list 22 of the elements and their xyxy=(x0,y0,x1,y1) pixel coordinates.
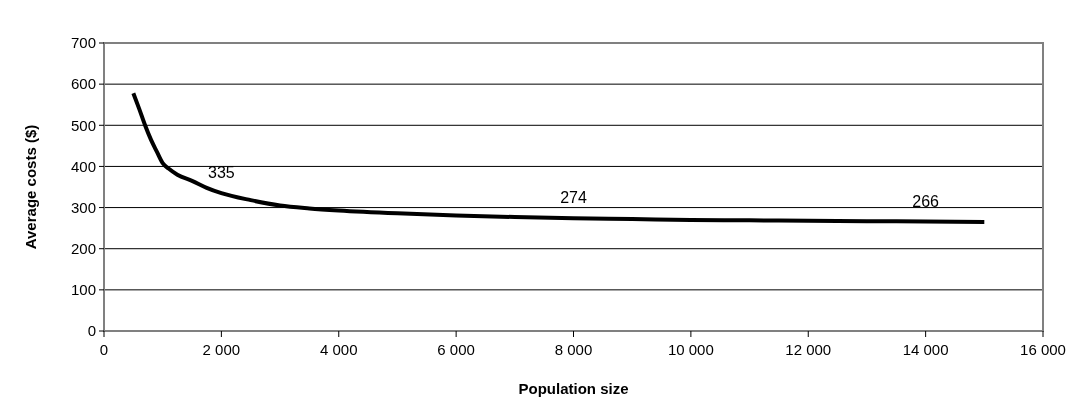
x-tick-label: 2 000 xyxy=(202,341,241,358)
x-tick-label: 4 000 xyxy=(319,341,358,358)
x-tick-label: 10 000 xyxy=(667,341,714,358)
x-tick-label: 8 000 xyxy=(554,341,593,358)
y-tick-label: 400 xyxy=(70,157,96,175)
x-tick-label: 16 000 xyxy=(1020,341,1066,358)
y-tick-label: 700 xyxy=(70,34,96,52)
x-axis-title: Population size xyxy=(518,380,629,397)
y-tick-label: 300 xyxy=(70,198,96,216)
y-tick-label: 0 xyxy=(87,322,96,340)
y-tick-label: 100 xyxy=(70,281,96,299)
annotation: 274 xyxy=(560,189,587,207)
annotation: 335 xyxy=(208,164,235,182)
annotation: 266 xyxy=(912,192,940,210)
x-tick-label: 12 000 xyxy=(785,341,832,358)
y-tick-label: 500 xyxy=(70,116,96,134)
y-tick-label: 200 xyxy=(70,239,96,257)
x-tick-label: 14 000 xyxy=(902,341,949,358)
y-tick-label: 600 xyxy=(70,75,96,93)
y-axis-title: Average costs ($) xyxy=(22,124,39,250)
x-tick-label: 6 000 xyxy=(437,341,475,358)
x-tick-label: 0 xyxy=(99,341,109,358)
